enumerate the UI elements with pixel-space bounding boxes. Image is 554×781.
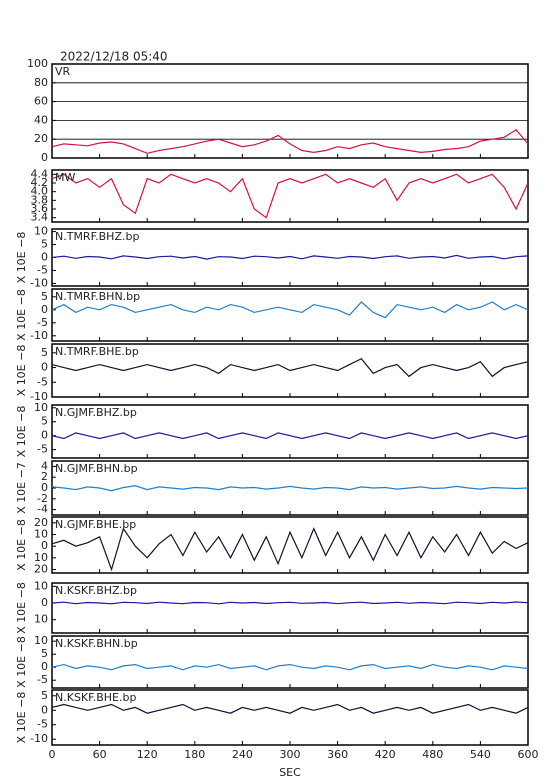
x-tick-label: 420: [375, 748, 396, 761]
y-axis-label: X 10E −8: [15, 519, 28, 571]
y-tick-label: -5: [37, 375, 48, 388]
y-tick-label: 5: [41, 647, 48, 660]
trace: [51, 254, 529, 260]
panel-label: N.GJMF.BHE.bp: [55, 518, 136, 531]
y-tick-label: -5: [37, 443, 48, 456]
y-tick-label: 3.8: [31, 193, 49, 206]
y-axis-label: X 10E −8: [15, 345, 28, 397]
y-axis-label: X 10E −8: [15, 636, 28, 688]
x-tick-label: 300: [280, 748, 301, 761]
y-tick-label: 20: [34, 132, 48, 145]
y-tick-label: 0: [41, 660, 48, 673]
y-tick-label: 10: [34, 551, 48, 564]
y-tick-label: 5: [41, 290, 48, 303]
y-tick-label: -5: [37, 263, 48, 276]
panel-label: N.KSKF.BHE.bp: [55, 691, 136, 704]
panel-label: N.KSKF.BHN.bp: [55, 637, 138, 650]
y-axis-label: X 10E −8: [15, 232, 28, 284]
x-tick-label: 0: [49, 748, 56, 761]
y-tick-label: 0: [41, 481, 48, 494]
panel-label: N.GJMF.BHZ.bp: [55, 406, 137, 419]
x-axis-label: SEC: [279, 766, 301, 779]
panel-label: VR: [55, 65, 71, 78]
panel-label: N.GJMF.BHN.bp: [55, 462, 138, 475]
y-tick-label: -10: [30, 276, 48, 289]
y-tick-label: 0: [41, 361, 48, 374]
trace: [51, 601, 529, 605]
y-tick-label: 40: [34, 113, 48, 126]
y-tick-label: 0: [41, 151, 48, 164]
y-tick-label: 20: [34, 516, 48, 529]
x-tick-label: 240: [232, 748, 253, 761]
trace: [51, 129, 529, 154]
y-tick-label: 10: [34, 401, 48, 414]
trace: [51, 703, 529, 714]
y-tick-label: -4: [37, 503, 48, 516]
trace: [51, 357, 529, 378]
x-tick-label: 540: [470, 748, 491, 761]
y-tick-label: 4.4: [31, 167, 49, 180]
panel-label: N.KSKF.BHZ.bp: [55, 584, 137, 597]
y-tick-label: 3.6: [31, 202, 49, 215]
y-tick-label: 3.4: [31, 211, 49, 224]
panel-frame: [51, 169, 529, 223]
y-tick-label: 2: [41, 470, 48, 483]
trace: [51, 485, 529, 492]
y-tick-label: 4.2: [31, 176, 49, 189]
x-tick-label: 360: [327, 748, 348, 761]
y-axis-label: X 10E −8: [15, 582, 28, 634]
x-tick-label: 60: [93, 748, 107, 761]
y-tick-label: 5: [41, 689, 48, 702]
trace: [51, 663, 529, 671]
trace: [51, 173, 529, 219]
y-tick-label: -10: [30, 329, 48, 342]
panel-label: N.TMRF.BHN.bp: [55, 290, 140, 303]
y-tick-label: 0: [41, 303, 48, 316]
y-tick-label: 10: [34, 579, 48, 592]
y-tick-label: 0: [41, 539, 48, 552]
y-tick-label: -5: [37, 673, 48, 686]
panel-label: N.TMRF.BHZ.bp: [55, 230, 139, 243]
y-tick-label: 10: [34, 634, 48, 647]
y-tick-label: -5: [37, 718, 48, 731]
y-tick-label: 5: [41, 238, 48, 251]
y-tick-label: 0: [41, 429, 48, 442]
x-tick-label: 120: [137, 748, 158, 761]
y-axis-label: X 10E −7: [15, 462, 28, 514]
y-tick-label: 80: [34, 76, 48, 89]
y-tick-label: 10: [34, 225, 48, 238]
x-tick-label: 600: [518, 748, 539, 761]
y-axis-label: X 10E −8: [15, 289, 28, 341]
panel-label: MW: [55, 171, 75, 184]
x-tick-label: 180: [184, 748, 205, 761]
y-tick-label: 10: [34, 613, 48, 626]
y-tick-label: 10: [34, 528, 48, 541]
y-tick-label: 4.0: [31, 185, 49, 198]
trace: [51, 301, 529, 319]
y-tick-label: -10: [30, 732, 48, 745]
y-tick-label: 4: [41, 459, 48, 472]
panel-label: N.TMRF.BHE.bp: [55, 345, 139, 358]
y-tick-label: 0: [41, 251, 48, 264]
y-axis-label: X 10E −8: [15, 692, 28, 744]
chart-title: 2022/12/18 05:40: [60, 50, 168, 64]
y-tick-label: 60: [34, 95, 48, 108]
y-tick-label: -10: [30, 390, 48, 403]
trace: [51, 432, 529, 440]
x-tick-label: 480: [422, 748, 443, 761]
trace: [51, 527, 529, 572]
y-tick-label: -5: [37, 316, 48, 329]
y-tick-label: 20: [34, 563, 48, 576]
y-tick-label: 5: [41, 415, 48, 428]
y-tick-label: 100: [27, 57, 48, 70]
y-tick-label: 0: [41, 703, 48, 716]
y-tick-label: 0: [41, 596, 48, 609]
y-tick-label: 5: [41, 346, 48, 359]
y-axis-label: X 10E −8: [15, 406, 28, 458]
y-tick-label: -2: [37, 492, 48, 505]
